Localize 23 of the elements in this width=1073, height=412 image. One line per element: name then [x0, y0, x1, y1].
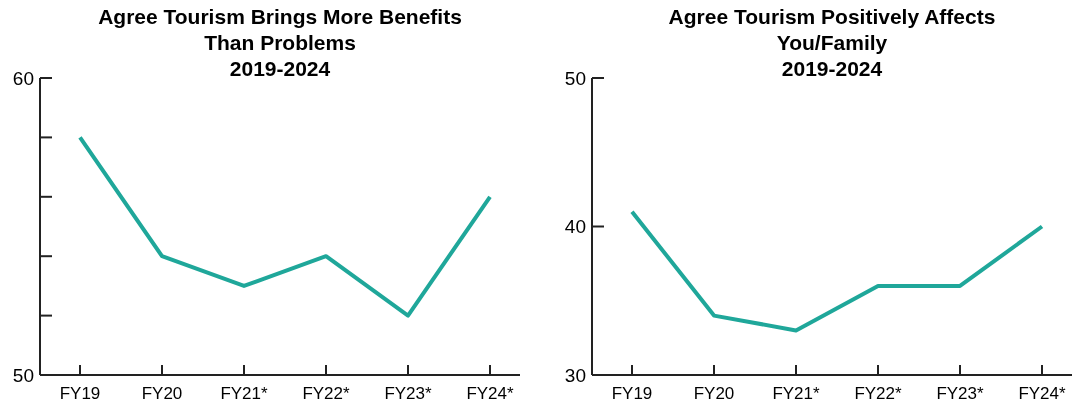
x-tick-label: FY23* [384, 384, 433, 403]
x-tick-label: FY24* [466, 384, 515, 403]
x-tick-label: FY22* [302, 384, 351, 403]
x-tick-label: FY21* [220, 384, 269, 403]
chart-subtitle: 2019-2024 [781, 57, 883, 80]
chart-title: Agree Tourism Positively Affects You/Family [668, 5, 996, 54]
x-tick-label: FY19 [611, 384, 653, 403]
x-tick-label: FY21* [772, 384, 821, 403]
x-tick-label: FY23* [936, 384, 985, 403]
y-tick-label: 50 [564, 67, 586, 89]
chart-title: Agree Tourism Brings More Benefits Than Problems [98, 5, 462, 54]
y-tick-label: 50 [12, 364, 34, 386]
line-series [78, 135, 492, 318]
x-tick-label: FY22* [854, 384, 903, 403]
y-tick-label: 40 [564, 216, 586, 238]
chart-subtitle: 2019-2024 [229, 57, 331, 80]
x-tick-label: FY20 [693, 384, 735, 403]
x-tick-label: FY20 [141, 384, 183, 403]
line-series [630, 209, 1044, 333]
y-tick-label: 60 [12, 67, 34, 89]
x-tick-label: FY24* [1018, 384, 1067, 403]
y-tick-label: 30 [564, 364, 586, 386]
x-tick-label: FY19 [59, 384, 101, 403]
